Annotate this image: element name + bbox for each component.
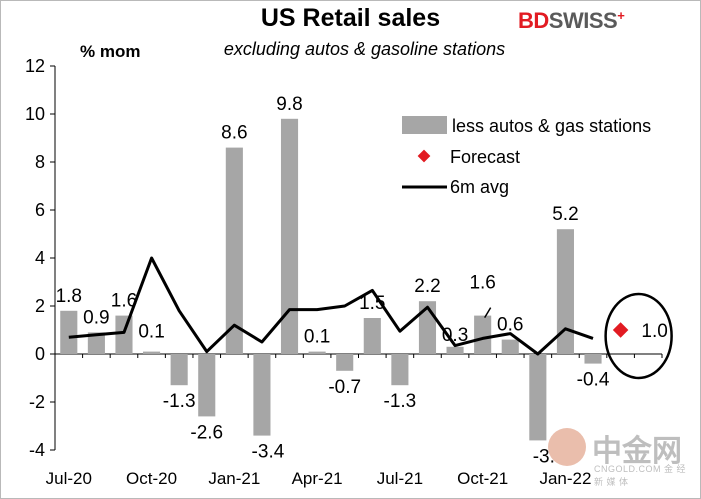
legend-label-forecast: Forecast	[450, 147, 520, 167]
y-tick-label: 4	[35, 248, 45, 268]
bar	[198, 354, 216, 417]
y-tick-label: 6	[35, 200, 45, 220]
y-tick-label: 2	[35, 296, 45, 316]
data-label: 8.6	[221, 123, 247, 144]
y-tick-label: 10	[25, 104, 45, 124]
bar	[60, 310, 78, 354]
data-label: 2.2	[414, 276, 440, 297]
cngold-watermark: 中金网 CNGOLD.COM 金 经 新 媒 体	[548, 426, 688, 487]
forecast-circle	[604, 292, 673, 380]
bar	[87, 332, 105, 354]
chart-title: US Retail sales	[260, 4, 441, 32]
x-tick-label: Jul-21	[377, 469, 423, 488]
data-label: -0.4	[577, 370, 610, 391]
legend-bar-swatch	[402, 116, 447, 134]
bar	[143, 351, 161, 354]
legend-forecast-swatch	[417, 149, 431, 163]
bar	[253, 354, 271, 436]
bar	[363, 318, 381, 354]
y-tick-label: -4	[29, 440, 45, 460]
x-tick-label: Oct-20	[126, 469, 177, 488]
data-label: 1.0	[641, 321, 667, 342]
forecast-point	[612, 322, 629, 338]
bar	[556, 229, 574, 354]
data-label: 0.6	[497, 315, 523, 336]
data-label: -1.3	[163, 391, 196, 412]
bar	[391, 354, 409, 386]
data-label: -1.3	[384, 391, 417, 412]
bar	[308, 351, 326, 354]
data-label: 1.5	[359, 293, 385, 314]
data-label: 5.2	[552, 204, 578, 225]
y-tick-label: 12	[25, 56, 45, 76]
data-label: -2.6	[190, 422, 223, 443]
data-label: -0.7	[328, 377, 361, 398]
chart-subtitle: excluding autos & gasoline stations	[223, 39, 506, 59]
y-tick-label: 8	[35, 152, 45, 172]
data-label: 1.8	[56, 286, 82, 307]
label-leader-line	[484, 307, 492, 318]
x-tick-label: Jul-20	[46, 469, 92, 488]
data-label: 0.1	[304, 327, 330, 348]
data-label: 1.6	[469, 273, 495, 294]
bar	[584, 354, 602, 364]
x-tick-label: Jan-21	[208, 469, 260, 488]
x-tick-label: Apr-21	[292, 469, 343, 488]
watermark-flame-icon	[548, 428, 586, 466]
data-label: 1.6	[111, 291, 137, 312]
avg-line	[68, 256, 594, 356]
bar	[280, 118, 299, 354]
watermark-brand: 中金网	[592, 435, 682, 468]
logo-plus-icon: +	[617, 8, 625, 23]
data-label: 0.9	[83, 307, 109, 328]
bar	[529, 354, 547, 441]
x-tick-label: Jan-22	[539, 469, 591, 488]
data-label: 0.3	[442, 325, 468, 346]
data-label: 0.1	[138, 322, 164, 343]
bar	[115, 315, 133, 354]
bar	[474, 315, 492, 354]
logo-part-bd: BD	[518, 8, 549, 33]
bar	[501, 339, 519, 354]
y-tick-label: -2	[29, 392, 45, 412]
y-tick-label: 0	[35, 344, 45, 364]
bdswiss-logo: BDSWISS+	[518, 8, 625, 34]
bar	[336, 354, 354, 371]
x-tick-label: Oct-21	[457, 469, 508, 488]
bar	[170, 354, 188, 386]
data-label: -3.4	[252, 442, 285, 463]
logo-part-swiss: SWISS	[548, 8, 618, 33]
watermark-domain: CNGOLD.COM 金 经 新 媒 体	[594, 464, 687, 487]
legend-label-bars: less autos & gas stations	[452, 116, 651, 136]
bar	[225, 147, 243, 354]
y-axis-unit: % mom	[80, 42, 141, 61]
data-label: 9.8	[276, 94, 302, 115]
bar	[446, 346, 464, 354]
legend-label-avg: 6m avg	[450, 177, 509, 197]
